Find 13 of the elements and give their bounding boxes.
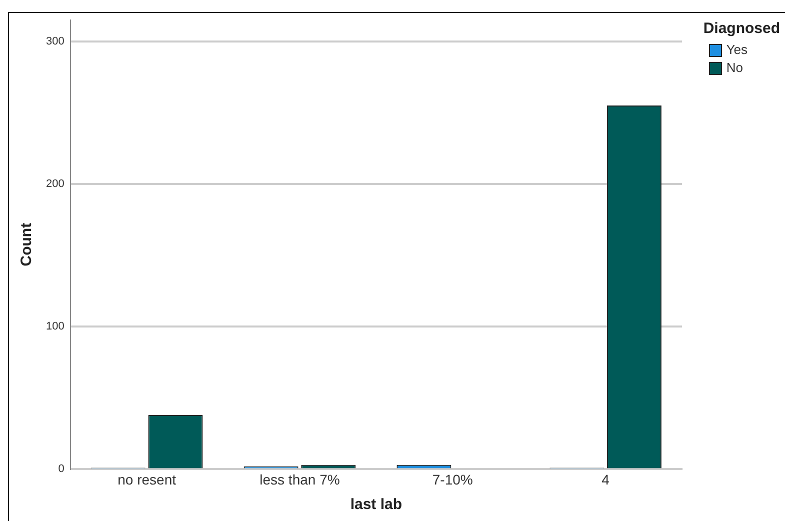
- x-tick-label: 7-10%: [432, 471, 473, 488]
- y-axis-title: Count: [18, 222, 36, 266]
- y-tick-label: 100: [46, 320, 64, 333]
- x-tick-label: less than 7%: [260, 471, 340, 488]
- x-tick-label: no resent: [118, 471, 176, 488]
- x-axis-title: last lab: [350, 496, 402, 514]
- y-tick-label: 300: [46, 35, 64, 48]
- legend-label: Yes: [726, 41, 748, 59]
- legend-label: No: [726, 59, 743, 77]
- legend-title: Diagnosed: [703, 20, 780, 37]
- y-tick-label: 200: [46, 178, 64, 190]
- y-tick-label: 0: [58, 463, 64, 476]
- x-tick-label: 4: [602, 471, 610, 488]
